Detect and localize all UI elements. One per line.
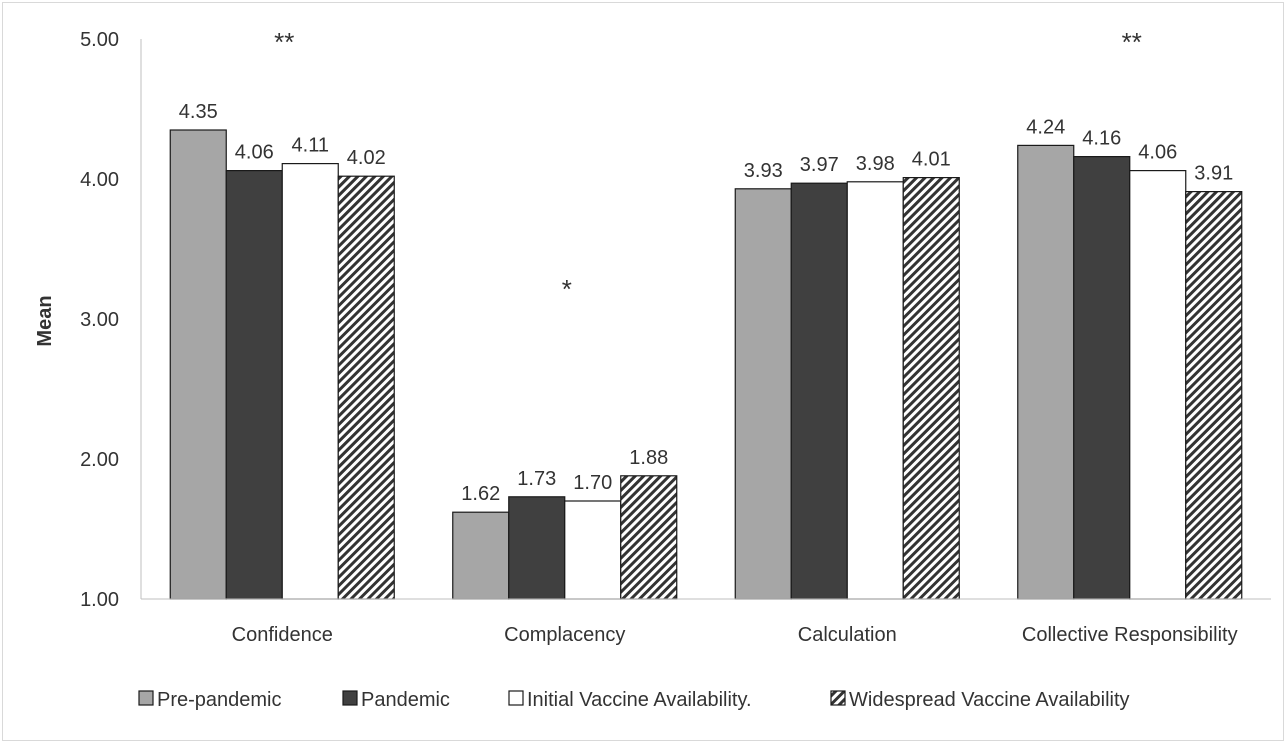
data-label: 3.97 (800, 154, 839, 176)
bar (452, 511, 510, 600)
y-axis-ticks: 1.00 2.00 3.00 4.00 5.00 (80, 29, 119, 611)
legend-swatch (138, 690, 154, 706)
bar (620, 475, 678, 600)
bar (734, 188, 792, 600)
category-label: Confidence (232, 624, 333, 646)
legend-swatch (508, 690, 524, 706)
data-label: 4.01 (912, 149, 951, 171)
data-label: 1.70 (573, 472, 612, 494)
bar (1185, 191, 1243, 600)
data-label: 4.02 (347, 147, 386, 169)
legend-label: Pre-pandemic (157, 689, 282, 711)
bar (508, 496, 566, 600)
significance-marker: ** (1122, 27, 1142, 57)
data-label: 4.11 (292, 135, 329, 157)
y-tick-label: 5.00 (80, 29, 119, 51)
chart-svg: Mean 1.002.003.004.005.00 4.354.06 4.114.… (34, 27, 1271, 711)
legend-label: Initial Vaccine Availability. (527, 689, 752, 711)
data-label: 4.06 (1138, 142, 1177, 164)
legend-label: Pandemic (361, 689, 450, 711)
data-label: 3.98 (856, 153, 895, 175)
category-label: Collective Responsibility (1022, 624, 1238, 646)
data-label: 4.16 (1082, 128, 1121, 150)
bar (1017, 144, 1075, 600)
data-label: 4.24 (1026, 116, 1065, 138)
bar (846, 181, 904, 600)
category-labels-layer: Confidence Complacency Calculation Collecti… (232, 624, 1238, 646)
significance-labels-layer: ***** (274, 27, 1142, 304)
bar (1129, 170, 1187, 600)
legend-label: Widespread Vaccine Availability (849, 689, 1130, 711)
bars-layer (169, 129, 1243, 600)
legend-swatch (830, 690, 846, 706)
bar (169, 129, 227, 600)
bar (337, 175, 395, 600)
legend: Pre-pandemic Pandemic Initial Vaccine Avai… (138, 689, 1130, 711)
legend-swatch (342, 690, 358, 706)
bar (564, 500, 622, 600)
category-label: Calculation (798, 624, 897, 646)
data-label: 3.93 (744, 160, 783, 182)
significance-marker: * (562, 274, 572, 304)
data-label: 4.35 (179, 101, 218, 123)
bar (902, 177, 960, 600)
bar (281, 163, 339, 600)
bar (1073, 156, 1131, 600)
y-tick-label: 1.00 (80, 589, 119, 611)
data-label: 1.88 (629, 447, 668, 469)
category-label: Complacency (504, 624, 625, 646)
y-tick-label: 3.00 (80, 309, 119, 331)
data-label: 1.62 (461, 483, 500, 505)
bar (225, 170, 283, 600)
data-label: 3.91 (1194, 163, 1233, 185)
significance-marker: ** (274, 27, 294, 57)
y-tick-label: 4.00 (80, 169, 119, 191)
y-axis-title: Mean (34, 295, 56, 346)
data-labels-layer: 4.35 4.06 4.11 4.02 1.62 1.73 1.70 1.88 3.93 3.97… (179, 101, 1233, 505)
data-label: 1.73 (517, 468, 556, 490)
y-tick-label: 2.00 (80, 449, 119, 471)
bar (790, 182, 848, 600)
data-label: 4.06 (235, 142, 274, 164)
